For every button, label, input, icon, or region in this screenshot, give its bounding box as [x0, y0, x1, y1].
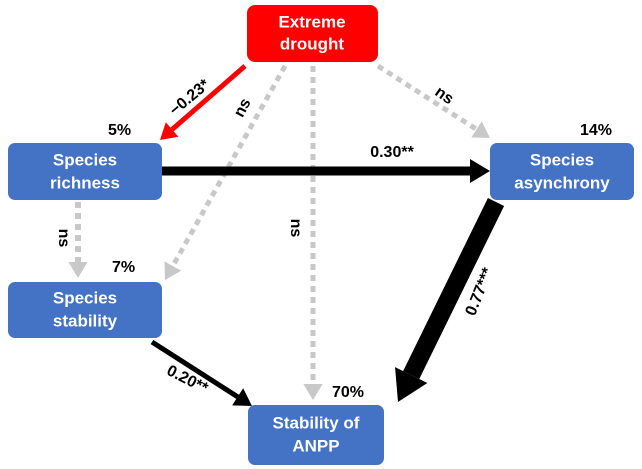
arrow-shaft [170, 64, 247, 132]
path-coefficient: ns [55, 229, 72, 248]
explained-variance: 7% [112, 259, 135, 276]
path-coefficient: ns [231, 96, 255, 121]
node-label: drought [280, 34, 345, 53]
node-box [248, 405, 384, 465]
arrow-shaft [403, 198, 505, 380]
node-label: stability [53, 311, 118, 330]
node-label: Species [530, 150, 594, 169]
node-label: richness [50, 173, 120, 192]
node-label: Species [53, 150, 117, 169]
arrow-shaft [376, 63, 478, 132]
path-coefficient: 0.30** [370, 144, 414, 161]
node-box [8, 282, 162, 338]
path-coefficient: ns [287, 219, 304, 238]
node-label: ANPP [292, 436, 339, 455]
arrow-head [68, 262, 88, 278]
node-label: Species [53, 288, 117, 307]
node-box [490, 143, 634, 200]
explained-variance: 5% [108, 122, 131, 139]
arrow-head [303, 384, 323, 400]
node-box [8, 143, 162, 200]
arrow-head [160, 122, 179, 140]
explained-variance: 70% [332, 384, 364, 401]
arrow-shaft [170, 64, 288, 268]
node-label: asynchrony [514, 173, 610, 192]
arrow-head [471, 121, 490, 138]
node-label: Extreme [278, 12, 345, 31]
arrow-shaft [150, 339, 240, 399]
arrow-head [395, 367, 428, 402]
node-label: Stability of [273, 413, 360, 432]
node-box [247, 5, 378, 62]
arrow-head [164, 261, 182, 280]
arrows [68, 63, 505, 406]
arrow-head [232, 388, 252, 406]
arrow-head [470, 159, 490, 183]
explained-variance: 14% [580, 122, 612, 139]
